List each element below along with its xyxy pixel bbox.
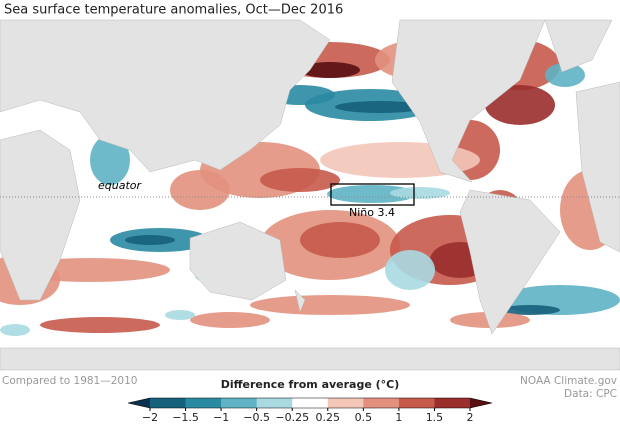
anomaly-patch	[390, 187, 450, 199]
landmass	[294, 289, 306, 313]
anomaly-patch	[300, 62, 360, 78]
nino-label: Niño 3.4	[349, 206, 395, 219]
colorbar: −2 −1.5 −1 −0.5 −0.25 0.25 0.5 1 1.5 2	[127, 397, 493, 424]
title: Sea surface temperature anomalies, Oct—D…	[4, 3, 343, 18]
anomaly-patch	[327, 185, 417, 203]
anomaly-patch	[165, 310, 195, 320]
colorbar-low-arrow	[128, 398, 150, 408]
landmasses	[0, 19, 620, 371]
colorbar-segment	[256, 398, 293, 408]
colorbar-tick-label: 0.25	[316, 411, 341, 424]
landmass	[544, 19, 613, 73]
colorbar-tick-label: 1.5	[426, 411, 444, 424]
colorbar-segment	[185, 398, 222, 408]
landmass	[189, 221, 287, 301]
anomaly-patch	[40, 317, 160, 333]
colorbar-segment	[327, 398, 364, 408]
colorbar-title: Difference from average (°C)	[221, 378, 400, 391]
colorbar-tick-label: 2	[467, 411, 474, 424]
source: NOAA Climate.gov	[520, 375, 617, 387]
colorbar-tick-label: −2	[142, 411, 158, 424]
colorbar-tick-label: 1	[395, 411, 402, 424]
anomaly-patch	[545, 63, 585, 87]
landmass	[391, 19, 546, 183]
baseline-note: Compared to 1981—2010	[2, 375, 137, 387]
data-source: Data: CPC	[564, 388, 617, 400]
colorbar-segment	[434, 398, 471, 408]
colorbar-segment	[221, 398, 257, 408]
landmass	[0, 19, 331, 173]
colorbar-tick-label: −0.5	[243, 411, 270, 424]
landmass	[575, 81, 620, 253]
equator-label: equator	[98, 179, 143, 192]
colorbar-tick-label: 0.5	[355, 411, 373, 424]
landmass	[459, 189, 561, 335]
anomaly-patch	[260, 168, 340, 192]
landmass	[0, 129, 81, 301]
colorbar-high-arrow	[470, 398, 492, 408]
anomaly-patch	[0, 324, 30, 336]
colorbar-tick-label: −1.5	[172, 411, 199, 424]
anomaly-patch	[170, 170, 230, 210]
anomaly-patch	[125, 235, 175, 245]
anomaly-patch	[250, 295, 410, 315]
anomaly-patch	[485, 85, 555, 125]
colorbar-tick-label: −0.25	[275, 411, 309, 424]
anomaly-patch	[385, 250, 435, 290]
colorbar-segment	[292, 398, 329, 408]
colorbar-tick-label: −1	[213, 411, 229, 424]
colorbar-segment	[150, 398, 186, 408]
nino-box	[330, 183, 415, 206]
anomaly-patch	[300, 222, 380, 258]
anomaly-patch	[190, 312, 270, 328]
anomaly-patch	[500, 305, 560, 315]
colorbar-segment	[363, 398, 400, 408]
anomaly-patch	[335, 101, 425, 113]
landmass	[0, 347, 620, 371]
colorbar-segment	[398, 398, 435, 408]
anomaly-patch	[90, 135, 130, 185]
